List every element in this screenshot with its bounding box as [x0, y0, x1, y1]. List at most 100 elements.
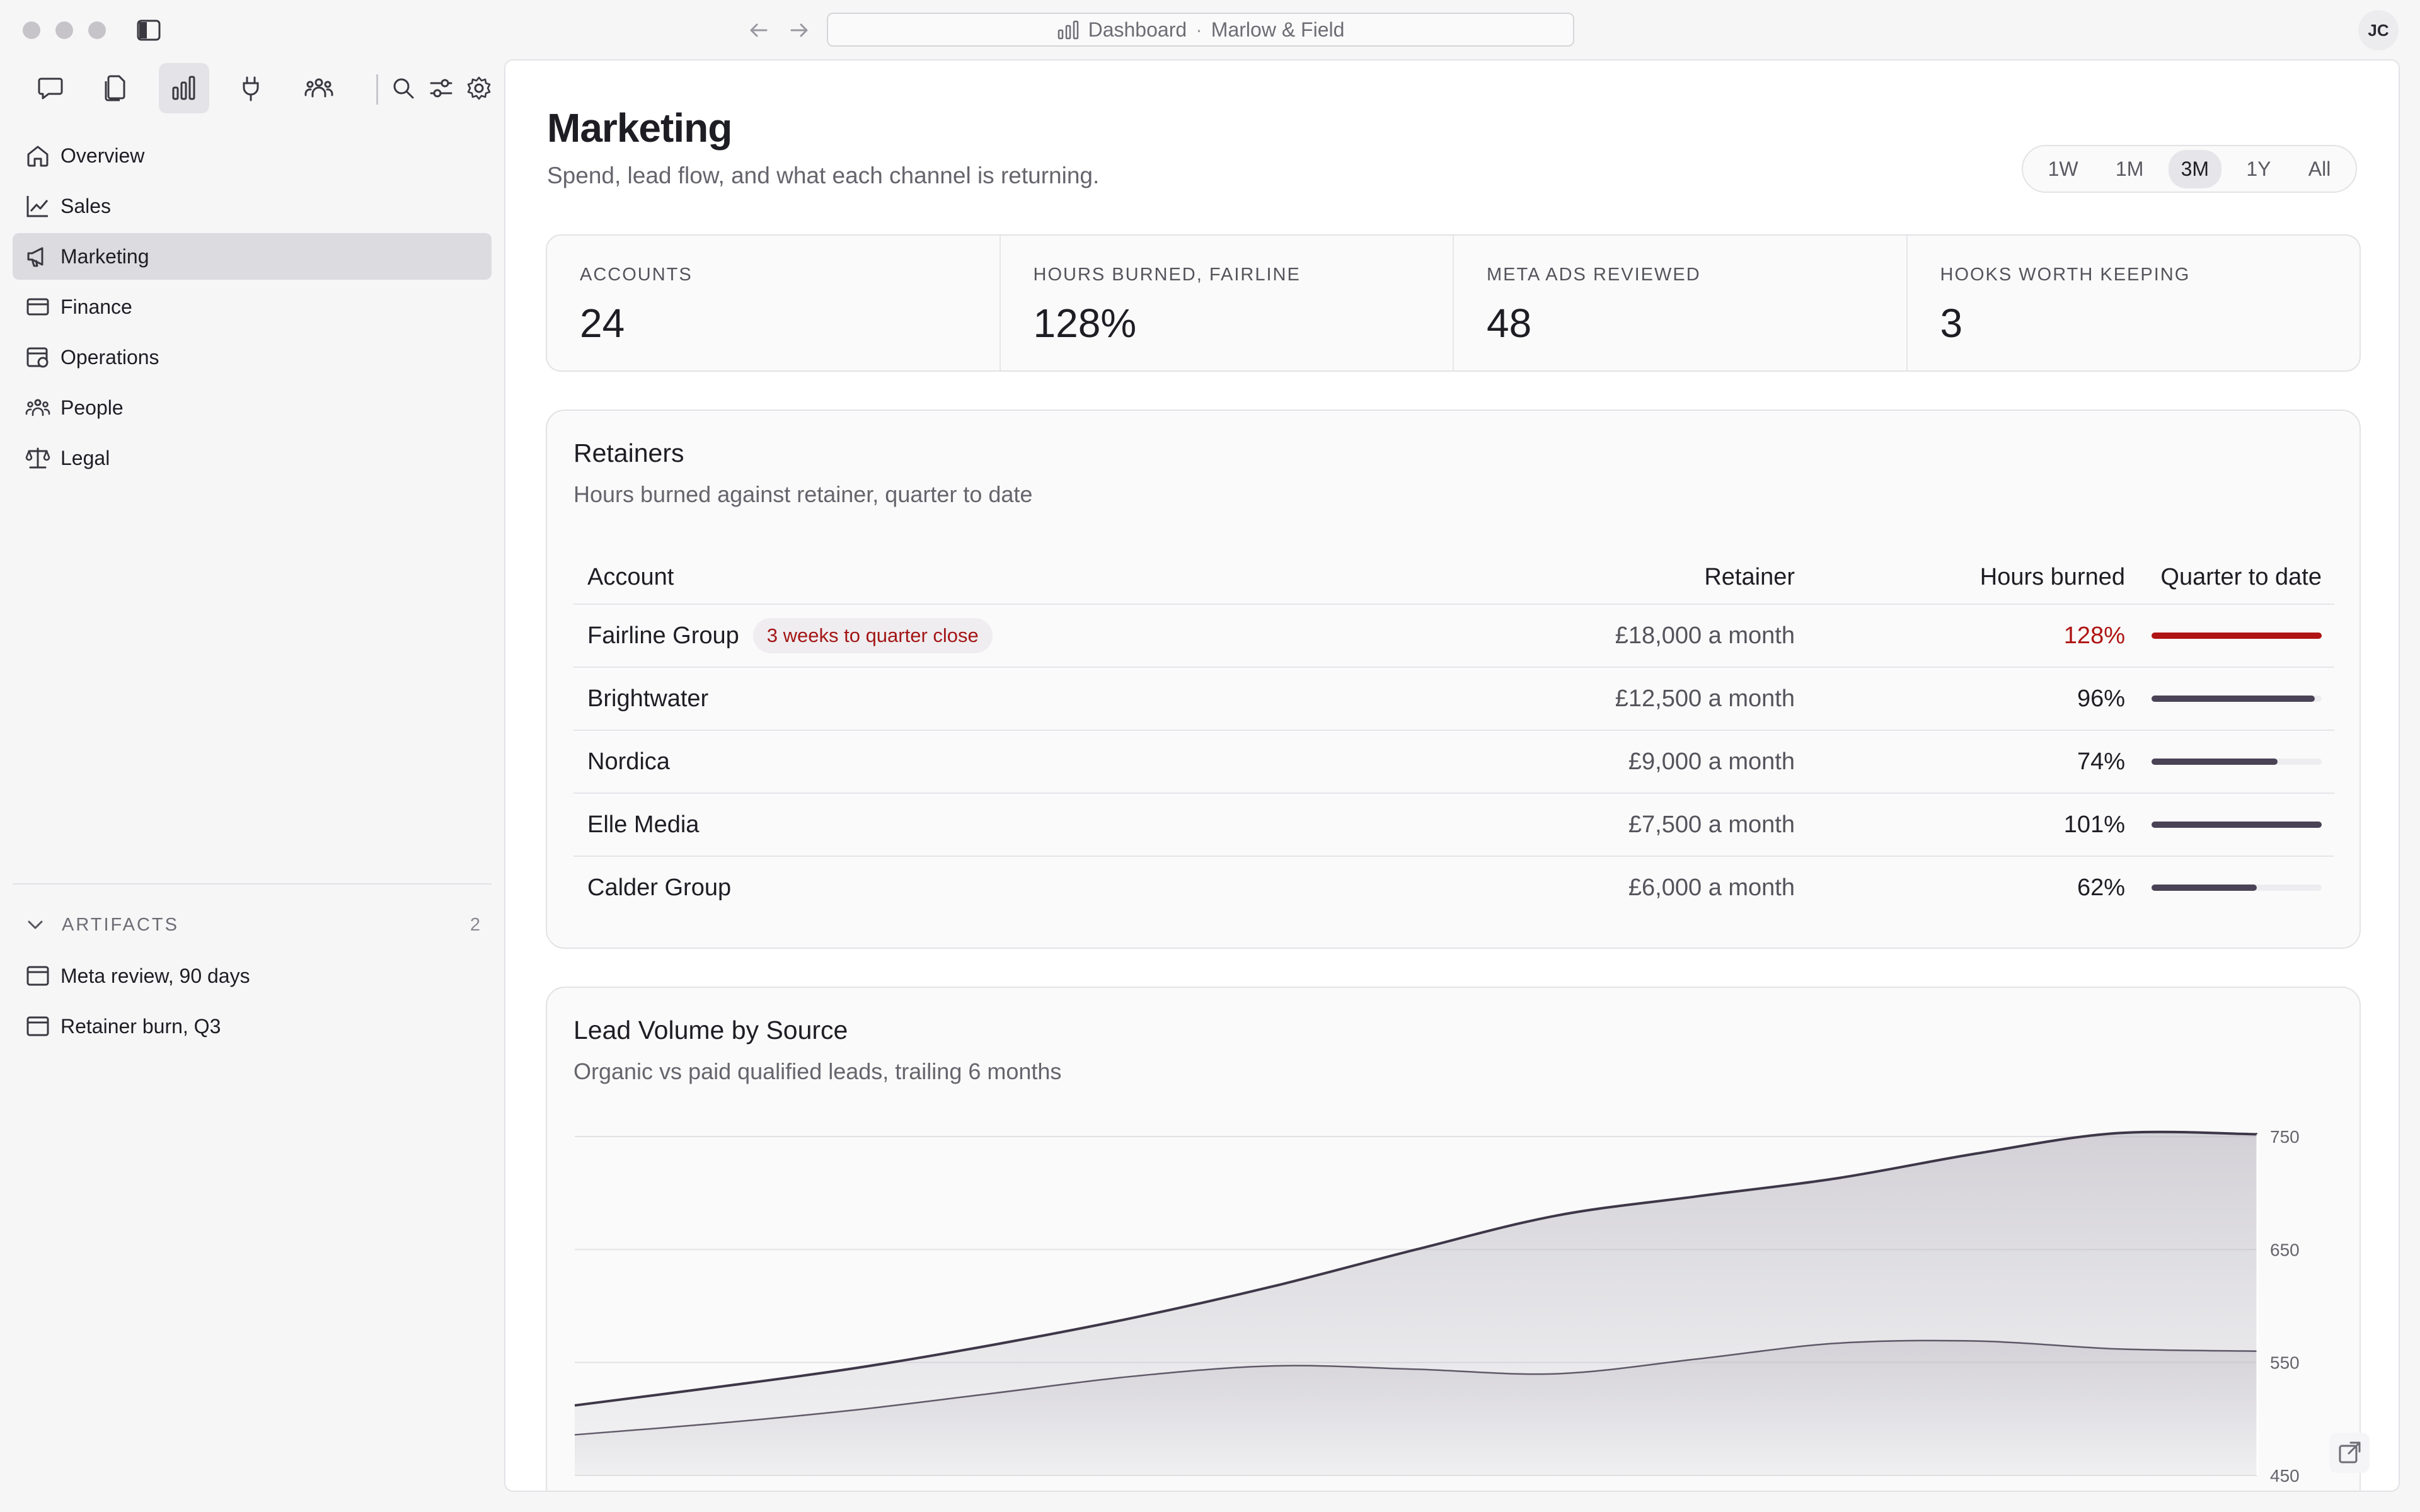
page-subtitle: Spend, lead flow, and what each channel …	[547, 163, 1100, 188]
artifacts-section-toggle[interactable]: ARTIFACTS 2	[25, 912, 480, 937]
status-badge: 3 weeks to quarter close	[752, 618, 993, 653]
sidebar-item-label: Legal	[60, 446, 110, 469]
sidebar-item-finance[interactable]: Finance	[13, 284, 492, 330]
account-name: Nordica	[587, 748, 670, 775]
y-tick-label: 550	[2270, 1353, 2300, 1373]
burn-bar	[2152, 822, 2322, 828]
stats-strip: ACCOUNTS 24 HOURS BURNED, FAIRLINE 128% …	[546, 234, 2361, 372]
column-header-quarter[interactable]: Quarter to date	[2160, 563, 2322, 590]
stat-hooks: HOOKS WORTH KEEPING 3	[1908, 236, 2360, 370]
retainer-cell: £18,000 a month	[1615, 622, 1795, 649]
gear-icon[interactable]	[464, 73, 494, 103]
account-name: Elle Media	[587, 811, 700, 838]
account-cell: Calder Group	[587, 874, 731, 902]
sidebar-item-people[interactable]: People	[13, 384, 492, 431]
artifact-item[interactable]: Meta review, 90 days	[13, 953, 492, 999]
table-row[interactable]: Elle Media £7,500 a month 101%	[573, 794, 2334, 857]
account-name: Brightwater	[587, 685, 709, 712]
stat-label: HOURS BURNED, FAIRLINE	[1033, 265, 1301, 285]
column-header-hours[interactable]: Hours burned	[1979, 563, 2125, 590]
people-icon	[24, 394, 52, 421]
y-tick-label: 450	[2270, 1466, 2300, 1486]
series-line	[574, 1339, 2258, 1436]
burn-bar	[2152, 759, 2322, 765]
account-cell: Brightwater	[587, 685, 708, 713]
artifact-label: Retainer burn, Q3	[60, 1014, 221, 1038]
plug-icon[interactable]	[226, 63, 276, 113]
sidebar-toggle-icon[interactable]	[136, 18, 161, 43]
artifact-window-icon	[24, 962, 52, 990]
search-icon[interactable]	[388, 73, 418, 103]
artifact-item[interactable]: Retainer burn, Q3	[13, 1003, 492, 1050]
account-name: Calder Group	[587, 874, 732, 901]
retainers-card: Retainers Hours burned against retainer,…	[546, 410, 2361, 949]
range-button-all[interactable]: All	[2308, 157, 2331, 180]
hours-cell: 96%	[2077, 685, 2125, 712]
artifacts-count: 2	[470, 914, 480, 935]
minimize-window-button[interactable]	[55, 21, 73, 39]
close-window-button[interactable]	[23, 21, 40, 39]
chat-icon[interactable]	[25, 63, 76, 113]
avatar[interactable]: JC	[2358, 10, 2399, 50]
range-button-3m[interactable]: 3M	[2168, 149, 2222, 188]
retainer-cell: £9,000 a month	[1628, 748, 1795, 775]
sliders-icon[interactable]	[426, 73, 456, 103]
chart-icon[interactable]	[159, 63, 209, 113]
sidebar-item-overview[interactable]: Overview	[13, 132, 492, 179]
zoom-window-button[interactable]	[88, 21, 106, 39]
retainer-cell: £7,500 a month	[1628, 811, 1795, 838]
scales-icon	[24, 444, 52, 472]
stat-value: 24	[580, 301, 625, 346]
retainer-cell: £12,500 a month	[1615, 685, 1795, 712]
stat-accounts: ACCOUNTS 24	[547, 236, 1001, 370]
table-row[interactable]: Brightwater £12,500 a month 96%	[573, 668, 2334, 731]
retainer-cell: £6,000 a month	[1628, 874, 1795, 901]
sidebar-item-label: Marketing	[60, 244, 149, 268]
burn-bar-fill	[2152, 885, 2257, 891]
forward-arrow-icon[interactable]	[785, 16, 813, 44]
sidebar-item-label: People	[60, 396, 124, 419]
y-tick-label: 750	[2270, 1127, 2300, 1147]
artifact-label: Meta review, 90 days	[60, 964, 250, 987]
artifacts-heading: ARTIFACTS	[62, 914, 179, 935]
stat-label: HOOKS WORTH KEEPING	[1940, 265, 2191, 285]
megaphone-icon	[24, 243, 52, 270]
stat-value: 128%	[1033, 301, 1137, 346]
sidebar-divider	[13, 883, 492, 885]
table-row[interactable]: Fairline Group 3 weeks to quarter close …	[573, 605, 2334, 668]
sidebar-nav: Overview Sales Marketing Finance Operati…	[13, 132, 492, 485]
expand-icon[interactable]	[2329, 1433, 2370, 1473]
range-button-1y[interactable]: 1Y	[2246, 157, 2271, 180]
table-header: Account Retainer Hours burned Quarter to…	[573, 551, 2334, 605]
column-header-retainer[interactable]: Retainer	[1704, 563, 1795, 590]
sidebar-item-sales[interactable]: Sales	[13, 183, 492, 229]
table-row[interactable]: Nordica £9,000 a month 74%	[573, 731, 2334, 794]
sidebar-item-label: Sales	[60, 194, 112, 217]
stat-meta-ads: META ADS REVIEWED 48	[1454, 236, 1908, 370]
sidebar-item-legal[interactable]: Legal	[13, 435, 492, 481]
y-tick-label: 650	[2270, 1240, 2300, 1259]
team-icon[interactable]	[294, 63, 344, 113]
hours-cell: 74%	[2077, 748, 2125, 775]
range-button-1w[interactable]: 1W	[2048, 157, 2078, 180]
sidebar-item-label: Operations	[60, 345, 159, 369]
address-workspace: Marlow & Field	[1211, 18, 1345, 41]
lead-volume-card: Lead Volume by Source Organic vs paid qu…	[546, 987, 2361, 1491]
series-area	[575, 1340, 2257, 1475]
column-header-account[interactable]: Account	[587, 563, 674, 590]
artifact-window-icon	[24, 1012, 52, 1040]
sidebar-item-operations[interactable]: Operations	[13, 334, 492, 381]
back-arrow-icon[interactable]	[745, 16, 773, 44]
table-row[interactable]: Calder Group £6,000 a month 62%	[573, 857, 2334, 919]
burn-bar-fill	[2152, 759, 2278, 765]
documents-icon[interactable]	[91, 63, 141, 113]
range-button-1m[interactable]: 1M	[2115, 157, 2144, 180]
stat-value: 48	[1487, 301, 1532, 346]
retainers-table: Account Retainer Hours burned Quarter to…	[573, 551, 2334, 919]
account-name: Fairline Group	[587, 622, 739, 649]
artifact-list: Meta review, 90 days Retainer burn, Q3	[13, 953, 492, 1053]
address-bar[interactable]: Dashboard · Marlow & Field	[827, 13, 1574, 47]
burn-bar-fill	[2152, 633, 2322, 639]
address-separator: ·	[1196, 18, 1202, 41]
sidebar-item-marketing[interactable]: Marketing	[13, 233, 492, 280]
